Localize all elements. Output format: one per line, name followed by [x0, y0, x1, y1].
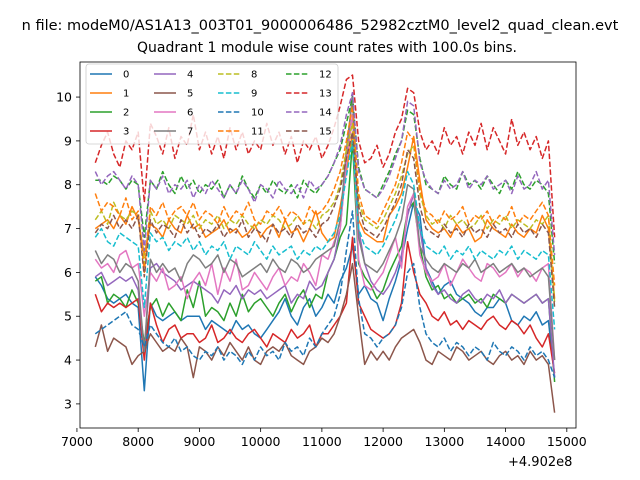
series-line-3 — [94, 236, 556, 374]
y-tick-label: 8 — [64, 177, 72, 192]
chart-title: Quadrant 1 module wise count rates with … — [137, 40, 517, 56]
series-line-7 — [94, 96, 556, 361]
series-line-1 — [94, 131, 556, 299]
series-line-4 — [94, 91, 556, 378]
series-line-10 — [94, 210, 556, 378]
legend-label-13: 13 — [319, 89, 332, 100]
x-tick-label: 12000 — [363, 434, 403, 449]
series-layer — [94, 74, 556, 413]
legend-label-14: 14 — [319, 108, 332, 119]
y-tick-label: 6 — [64, 265, 72, 280]
legend-label-10: 10 — [251, 108, 264, 119]
series-line-15 — [94, 131, 556, 308]
x-tick-label: 14000 — [486, 434, 526, 449]
y-tick-label: 4 — [64, 353, 72, 368]
series-line-6 — [94, 113, 556, 361]
x-tick-label: 15000 — [547, 434, 587, 449]
legend-label-3: 3 — [123, 127, 129, 138]
x-tick-label: 9000 — [184, 434, 216, 449]
y-tick-label: 7 — [64, 221, 72, 236]
x-tick-label: 13000 — [424, 434, 464, 449]
y-tick-label: 5 — [64, 309, 72, 324]
legend-label-11: 11 — [251, 127, 264, 138]
legend-label-8: 8 — [251, 70, 257, 81]
legend-label-0: 0 — [123, 70, 129, 81]
series-line-9 — [94, 140, 556, 330]
series-line-14 — [94, 91, 556, 255]
series-line-5 — [94, 262, 556, 413]
plot-frame — [79, 61, 577, 429]
series-line-0 — [94, 201, 556, 392]
legend-label-1: 1 — [123, 89, 129, 100]
x-offset-label: +4.902e8 — [508, 455, 572, 470]
series-line-11 — [94, 105, 556, 286]
x-tick-label: 11000 — [302, 434, 342, 449]
legend-label-2: 2 — [123, 108, 129, 119]
y-tick-label: 10 — [56, 90, 72, 105]
axes-layer: 7000 8000 9000 10000 11000 12000 13000 14000 150… — [56, 61, 587, 449]
x-tick-label: 10000 — [241, 434, 281, 449]
legend-label-12: 12 — [319, 70, 332, 81]
figure-suptitle: n file: modeM0/AS1A13_003T01_9000006486_… — [22, 18, 619, 34]
x-tick-label: 8000 — [122, 434, 154, 449]
legend-label-9: 9 — [251, 89, 257, 100]
series-line-8 — [94, 122, 556, 304]
legend-label-15: 15 — [319, 127, 332, 138]
legend-label-7: 7 — [187, 127, 193, 138]
y-tick-label: 9 — [64, 133, 72, 148]
legend-frame — [85, 63, 339, 145]
legend-label-6: 6 — [187, 108, 193, 119]
legend-label-4: 4 — [187, 70, 193, 81]
y-tick-label: 3 — [64, 396, 72, 411]
x-tick-label: 7000 — [61, 434, 93, 449]
legend-label-5: 5 — [187, 89, 193, 100]
